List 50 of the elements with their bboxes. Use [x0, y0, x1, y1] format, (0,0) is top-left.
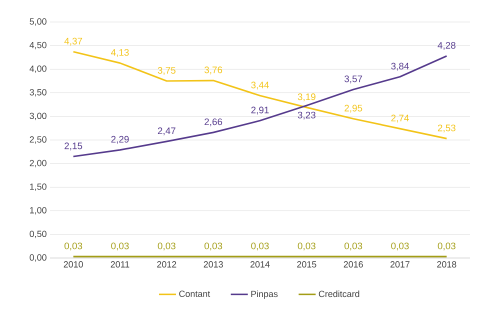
data-label: 3,19 — [298, 93, 316, 102]
data-label: 2,53 — [438, 124, 456, 132]
y-tick-label: 0,00 — [30, 254, 46, 262]
y-tick-label: 3,00 — [30, 112, 46, 120]
x-tick-label: 2017 — [390, 261, 410, 268]
data-label: 4,37 — [64, 38, 82, 46]
data-label: 3,84 — [391, 62, 409, 71]
legend-label: Pinpas — [251, 290, 278, 299]
y-tick-label: 3,50 — [30, 89, 46, 96]
data-label: 2,74 — [391, 114, 409, 122]
x-tick-label: 2015 — [297, 261, 316, 268]
data-label: 2,91 — [251, 106, 269, 114]
x-tick-label: 2011 — [110, 261, 130, 268]
data-label: 4,28 — [438, 42, 456, 50]
x-tick-label: 2014 — [250, 261, 270, 268]
y-tick-label: 2,50 — [30, 136, 46, 144]
y-tick-label: 4,50 — [30, 42, 46, 50]
x-tick-label: 2012 — [157, 261, 176, 268]
y-tick-label: 0,50 — [30, 230, 46, 238]
data-label: 0,03 — [64, 242, 82, 250]
x-tick-label: 2016 — [344, 261, 363, 268]
data-label: 3,57 — [344, 75, 362, 84]
data-label: 3,44 — [251, 82, 269, 90]
data-label: 0,03 — [204, 242, 222, 250]
data-label: 0,03 — [158, 242, 176, 250]
data-label: 3,23 — [298, 112, 316, 120]
data-label: 2,47 — [158, 127, 176, 136]
data-label: 3,75 — [158, 67, 176, 75]
data-label: 0,03 — [344, 242, 362, 250]
data-label: 0,03 — [251, 242, 269, 250]
data-label: 2,29 — [111, 136, 129, 144]
y-tick-label: 1,00 — [30, 207, 46, 214]
data-label: 0,03 — [391, 242, 409, 250]
data-label: 2,95 — [344, 104, 362, 113]
y-tick-label: 4,00 — [30, 65, 46, 73]
legend-label: Contant — [179, 290, 210, 297]
legend-label: Creditcard — [318, 290, 360, 298]
data-label: 0,03 — [298, 242, 316, 250]
data-label: 3,76 — [204, 66, 222, 74]
data-label: 4,13 — [111, 49, 129, 57]
y-tick-label: 1,50 — [30, 183, 46, 191]
x-tick-label: 2018 — [437, 261, 456, 268]
data-label: 2,15 — [64, 142, 82, 150]
data-label: 0,03 — [438, 242, 456, 250]
y-tick-label: 2,00 — [30, 160, 46, 168]
x-tick-label: 2010 — [64, 261, 83, 268]
data-label: 2,66 — [204, 118, 222, 126]
x-tick-label: 2013 — [204, 261, 223, 268]
y-tick-label: 5,00 — [30, 18, 46, 26]
data-label: 0,03 — [111, 242, 129, 250]
